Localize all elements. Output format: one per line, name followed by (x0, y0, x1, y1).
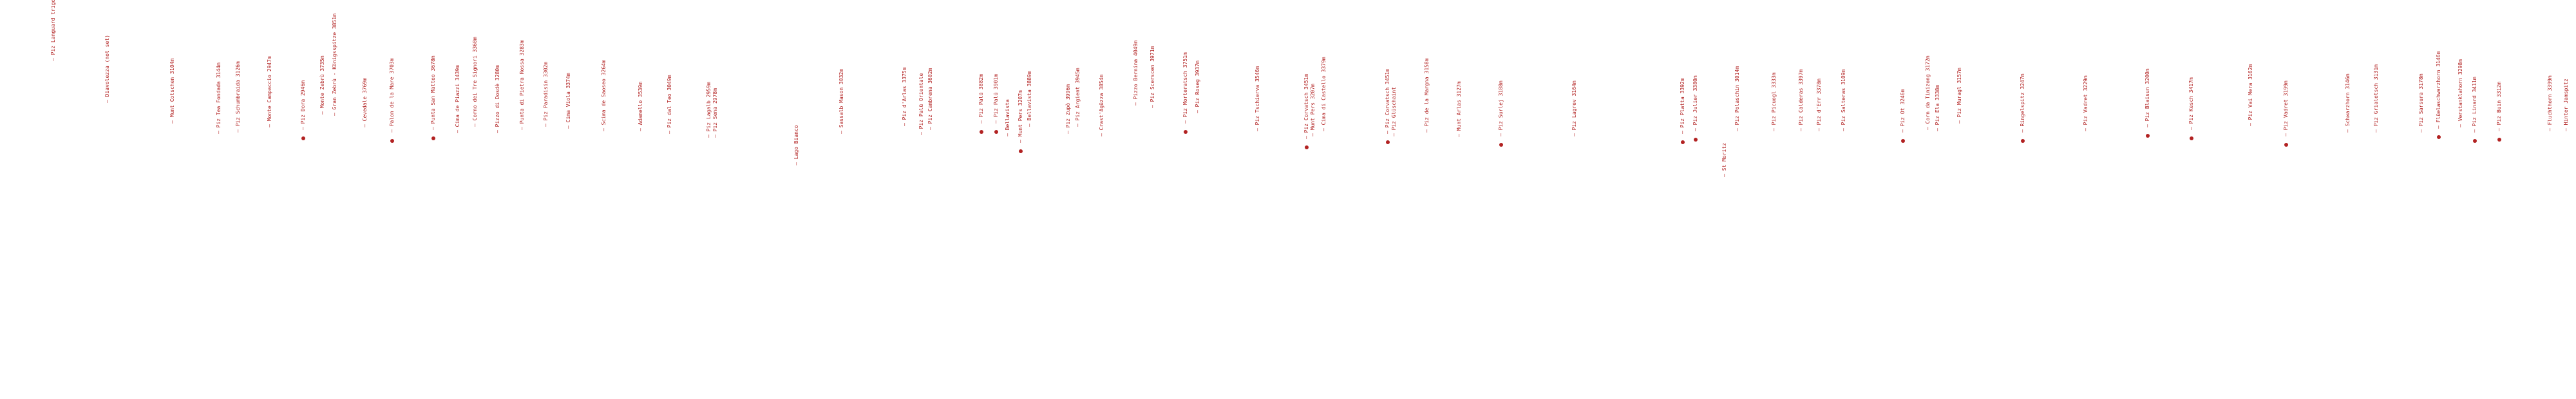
peak-label: — Cevedale 3769m (362, 77, 368, 127)
peak-label: — Piz Tschierva 3546m (1255, 66, 1260, 131)
peak-label: — Piz Buin 3312m (2496, 81, 2502, 131)
peak-label: — Piz Paradisin 3302m (543, 61, 549, 127)
peak-label: — Munt Pers 3207m (1018, 90, 1023, 143)
peak-label: — Piz Languard trigonometric point (50, 0, 56, 61)
peak-marker-dot (2437, 135, 2441, 139)
peak-marker-dot (1901, 139, 1905, 143)
peak-label: — Punta San Matteo 3678m (430, 55, 436, 130)
peak-label: — Piz Sarsura 3178m (2418, 73, 2424, 133)
peak-label: — Schwarzhorn 3146m (2345, 73, 2351, 133)
peak-label: — Piz d'Err 3378m (1816, 79, 1822, 131)
peak-label: — Piz Vadret 3229m (2083, 75, 2088, 131)
peak-label: — Piz Vai Mera 3162m (2248, 64, 2253, 126)
peak-label: — Monte Campaccio 2947m (267, 56, 272, 127)
peak-label: — Piz Lagrev 3164m (1571, 80, 1577, 136)
peak-label: — Piz Tea Fondada 3144m (216, 62, 222, 134)
peak-marker-dot (1019, 149, 1023, 153)
peak-marker-dot (2021, 139, 2025, 143)
peak-label: — Cima Viola 3374m (565, 73, 571, 129)
peak-label: — Piz Zupò 3996m (1065, 84, 1071, 134)
peak-label: — Gran Zebrù - Königsspitze 3851m (332, 14, 337, 116)
peak-label: — Piz Ot 3246m (1900, 89, 1906, 133)
peak-label: — Bellavista (1005, 99, 1010, 136)
peak-marker-dot (2190, 136, 2193, 140)
peak-label: — Bellavista 3889m (1027, 71, 1032, 127)
peak-label: — Adamello 3539m (638, 81, 643, 131)
peak-label: — Piz Julier 3380m (1692, 75, 1698, 131)
peak-label: — Lago Bianco (793, 125, 799, 165)
peak-label: — Piz Kesch 3417m (2188, 77, 2194, 130)
peak-label: — Pizzo Bernina 4049m (1133, 40, 1139, 106)
peak-label: — Diavolezza (not set) (104, 35, 110, 103)
peak-label: — Scima de Saoseo 3264m (601, 60, 607, 131)
peak-label: — Piz Salteras 3109m (1841, 69, 1846, 131)
peak-marker-dot (2146, 134, 2150, 138)
peak-label: — St Moritz (1721, 143, 1727, 177)
peak-label: — Piz Ela 3338m (1935, 84, 1940, 131)
peak-label: — Crast'Agüzza 3854m (1099, 74, 1104, 136)
peak-label: — Cima di Castello 3379m (1321, 57, 1327, 131)
peak-marker-dot (1305, 145, 1309, 149)
peak-label: — Piz Picuogl 3333m (1771, 72, 1777, 131)
peak-marker-dot (1386, 140, 1390, 144)
peak-label: — Pizzo di Dosdè 3280m (495, 65, 500, 133)
peak-marker-dot (2497, 138, 2501, 142)
peak-label: — Piz Palü Orientale (918, 73, 924, 135)
peak-label: — Piz dal Teo 3049m (667, 75, 672, 134)
peak-label: — Piz Platta 3392m (1680, 78, 1685, 134)
peak-label: — Fluchthorn 3399m (2547, 75, 2553, 131)
peak-label: — Piz Palü 3882m (978, 73, 984, 124)
peak-marker-dot (1499, 143, 1503, 147)
peak-label: — Munt Arlas 3127m (1456, 81, 1462, 137)
peak-marker-dot (1184, 130, 1188, 134)
peak-label: — Piz de la Margna 3158m (1424, 58, 1430, 133)
peak-label: — Piz Blaisun 3200m (2145, 68, 2150, 127)
peak-label: — Palon de la Mare 3703m (389, 58, 395, 133)
peak-label: — Piz Vadret 3199m (2283, 80, 2289, 136)
peak-marker-dot (1681, 140, 1685, 144)
peak-label: — Piz Palü 3901m (993, 73, 999, 124)
peak-label: — Piz Dora 2946m (300, 80, 306, 130)
peak-label: — Cima de Piazzi 3439m (455, 65, 460, 133)
peak-marker-dot (301, 136, 305, 140)
peak-label: — Piz Argient 3945m (1075, 68, 1081, 127)
peak-label: — Piz Surlej 3188m (1498, 80, 1504, 136)
peak-marker-dot (980, 130, 983, 134)
peak-label: — Piz Morteratsch 3751m (1182, 52, 1188, 124)
peak-marker-dot (2284, 143, 2288, 147)
peak-label: — Sassalb Mason 3032m (838, 68, 844, 134)
peak-label: — Punta di Pietra Rossa 3283m (519, 40, 525, 130)
peak-label: — Piz Linard 3411m (2472, 77, 2477, 133)
peak-label: — Flüelaschwarzhorn 3146m (2436, 51, 2441, 129)
peak-label: — Verstanklahorn 3298m (2458, 59, 2463, 127)
peak-label: — Ringelspitz 3247m (2020, 73, 2025, 133)
peak-marker-dot (1694, 138, 1698, 142)
peak-label: — Corn da Tinizong 3172m (1925, 55, 1931, 130)
peak-label: — Piz Roseg 3937m (1195, 60, 1200, 113)
peak-label: — Munt Pers 3207m (1310, 84, 1316, 136)
peak-label: — Piz Sena 2978m (712, 88, 718, 138)
peak-label: — Hinter Jamspitz (2563, 79, 2569, 131)
peak-label: — Piz Polaschin 3014m (1734, 66, 1740, 131)
peak-label: — Piz Schumbraida 3126m (235, 61, 241, 133)
peak-label: — Piz Lagalb 2959m (706, 82, 712, 138)
peak-label: — Piz Muragl 3157m (1956, 68, 1962, 124)
peak-label: — Munt Cotschen 3104m (169, 58, 175, 124)
peak-label: — Piz Scerscen 3971m (1150, 46, 1155, 108)
peak-label: — Piz Cambrena 3602m (927, 68, 933, 130)
peak-marker-dot (994, 130, 998, 134)
peak-label: — Piz Corvatsch 3451m (1303, 73, 1309, 139)
peak-label: — Monte Zebrù 3735m (319, 55, 325, 115)
peak-label: — Piz Corvatsch 3451m (1385, 68, 1390, 134)
peak-marker-dot (431, 136, 435, 140)
peak-label: — Piz Grialetsch 3131m (2373, 64, 2379, 133)
peak-label: — Piz d'Arlas 3375m (902, 67, 907, 126)
peak-label: — Piz Glüschaint (1391, 86, 1397, 136)
peak-label: — Corno dei Tre Signori 3360m (472, 37, 478, 127)
peak-label: — Piz Calderas 3397m (1798, 69, 1804, 131)
peak-marker-dot (2473, 139, 2477, 143)
peak-marker-dot (390, 139, 394, 143)
